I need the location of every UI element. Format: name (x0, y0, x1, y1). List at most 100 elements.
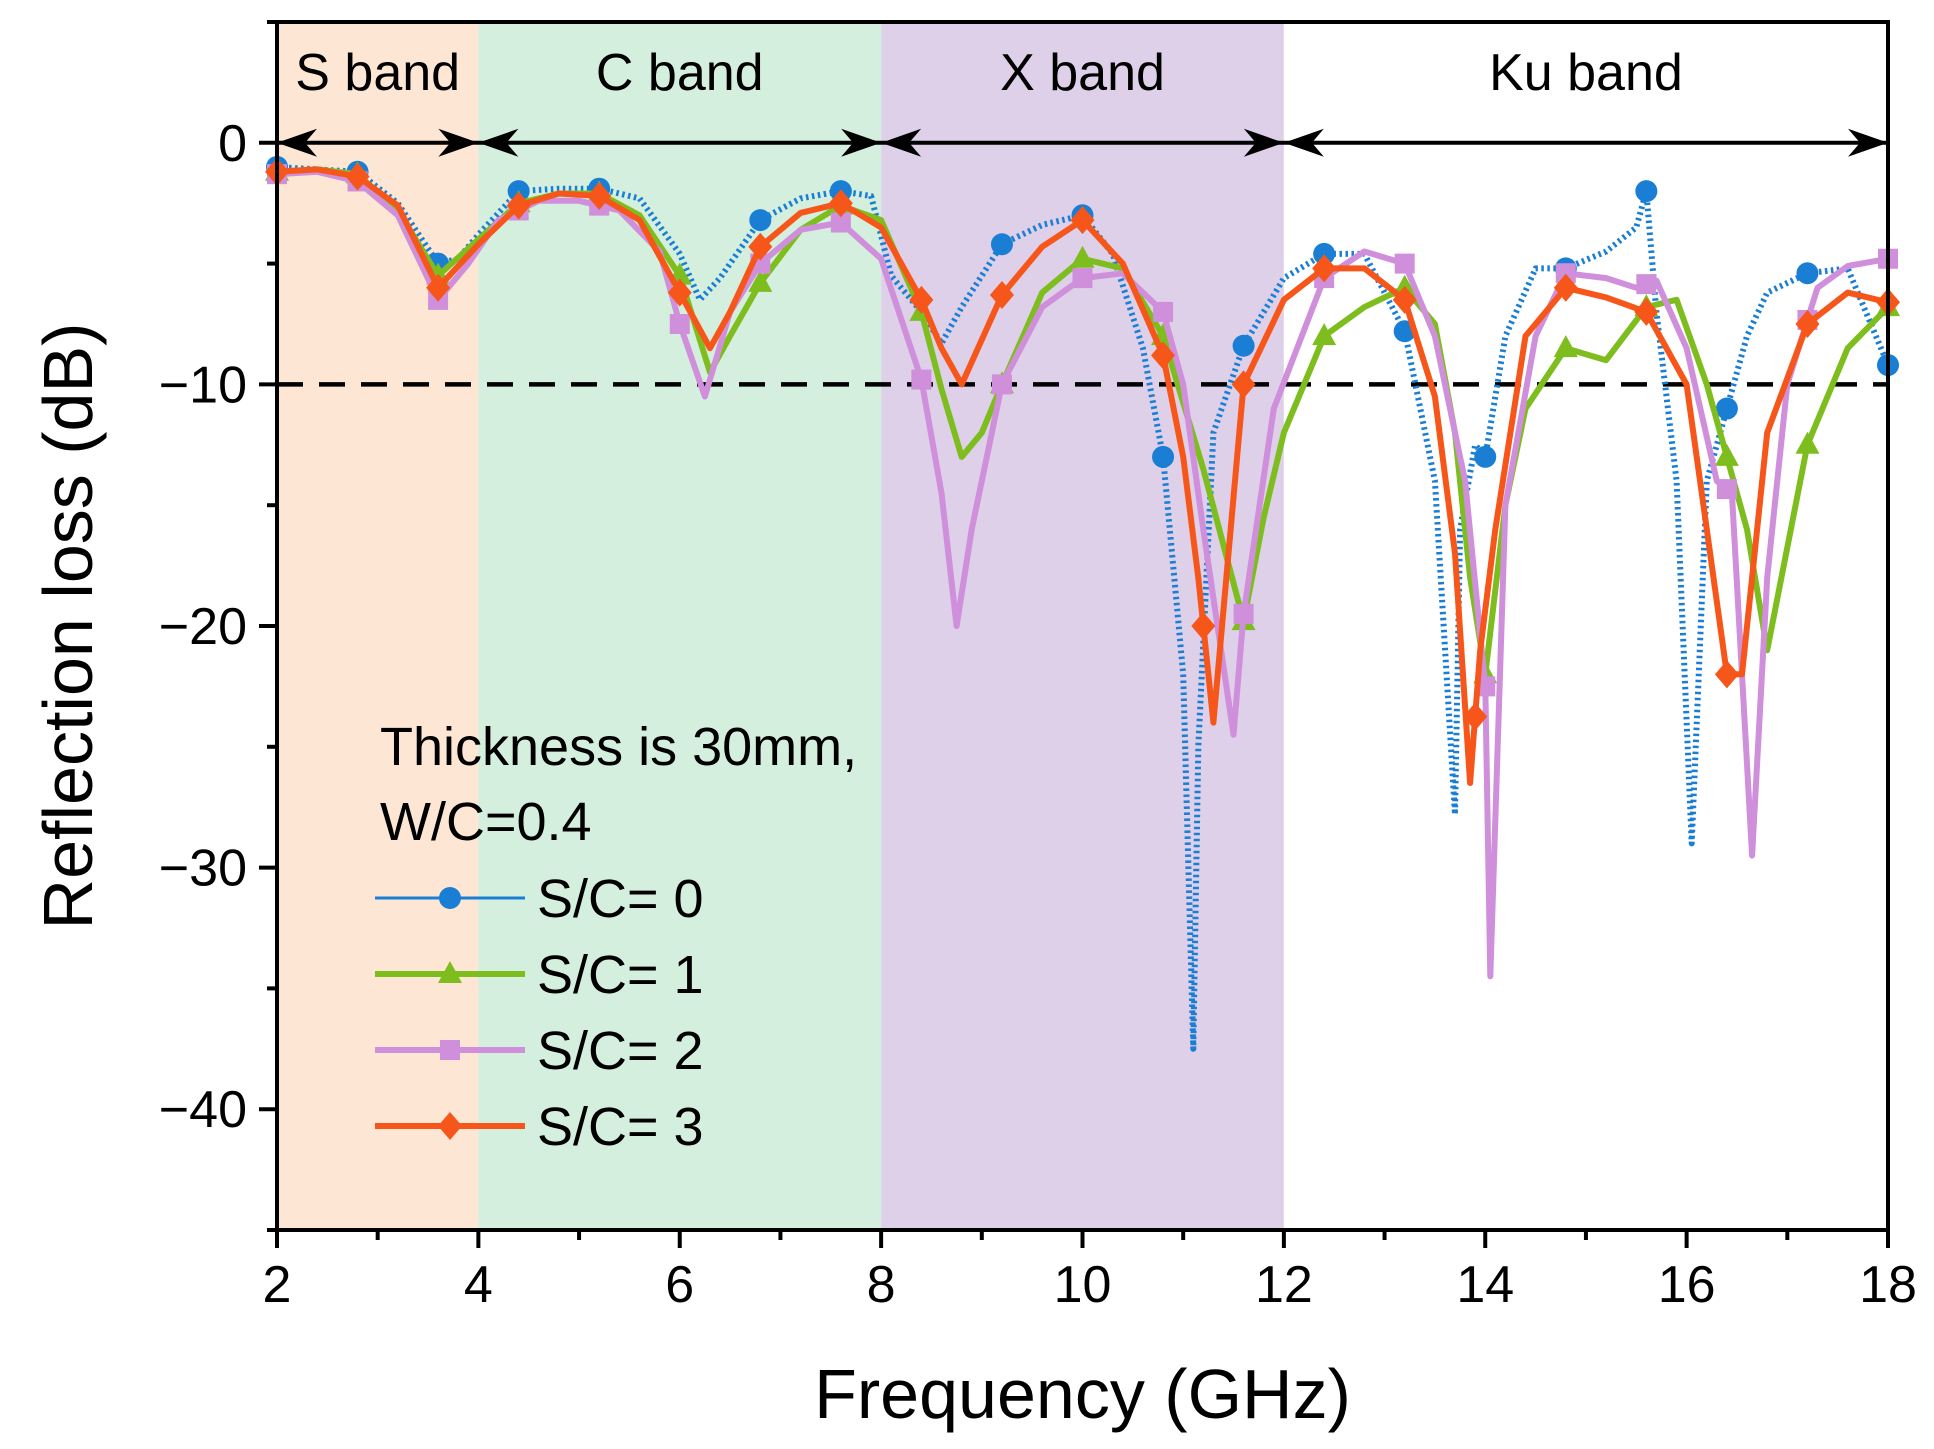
y-tick-label: −30 (159, 840, 247, 898)
data-point-s-c-0-7 (990, 233, 1013, 256)
data-point-s-c-3-2 (426, 273, 451, 302)
legend-swatch-marker (438, 961, 462, 983)
data-point-s-c-1-19 (1795, 431, 1820, 454)
band-arrowhead-left-c-band (478, 128, 519, 157)
data-point-s-c-3-10 (1070, 206, 1095, 235)
band-labels: S band C band X band Ku band (295, 44, 1683, 102)
data-point-s-c-3-6 (748, 232, 773, 261)
data-point-s-c-0-16 (1715, 397, 1738, 420)
data-point-s-c-3-15 (1392, 285, 1417, 314)
data-point-s-c-3-1 (345, 162, 370, 191)
y-tick-label: −40 (159, 1081, 247, 1139)
legend-entry-s-c-1: S/C= 1 (375, 945, 704, 1005)
annotation-line-1: Thickness is 30mm, (380, 717, 857, 777)
band-region-s-band (277, 22, 479, 1230)
data-point-s-c-2-17 (1636, 274, 1657, 295)
band-label-ku-band: Ku band (1489, 44, 1683, 102)
thickness-annotation: Thickness is 30mm, W/C=0.4 (380, 717, 857, 852)
band-arrowhead-right-s-band (438, 128, 479, 157)
band-arrowhead-left-s-band (277, 128, 317, 157)
band-arrowhead-right-x-band (1243, 128, 1284, 157)
legend: S/C= 0 S/C= 1 S/C= 2 S/C= 3 (375, 869, 704, 1157)
data-point-s-c-2-11 (1153, 301, 1174, 322)
y-tick-label: −10 (159, 356, 247, 414)
band-arrowhead-left-ku-band (1283, 128, 1324, 157)
data-point-s-c-3-16 (1463, 702, 1488, 731)
data-point-s-c-1-14 (1392, 274, 1417, 297)
data-point-s-c-2-14 (1394, 253, 1415, 274)
data-point-s-c-3-12 (1191, 612, 1216, 640)
legend-swatch-marker (439, 887, 461, 909)
x-tick-label: 14 (1456, 1256, 1514, 1314)
data-point-s-c-2-18 (1716, 479, 1737, 500)
data-point-s-c-1-10 (1070, 245, 1095, 268)
data-point-s-c-1-13 (1312, 323, 1337, 346)
legend-label: S/C= 3 (537, 1097, 704, 1157)
legend-entry-s-c-2: S/C= 2 (375, 1021, 704, 1081)
data-point-s-c-0-9 (1152, 445, 1175, 468)
data-point-s-c-3-19 (1714, 660, 1739, 689)
data-point-s-c-1-6 (748, 269, 773, 292)
legend-label: S/C= 2 (537, 1021, 704, 1081)
data-point-s-c-0-5 (749, 209, 772, 232)
band-label-s-band: S band (295, 44, 460, 102)
data-point-s-c-0-11 (1313, 242, 1336, 265)
data-point-s-c-3-13 (1231, 370, 1256, 399)
band-label-c-band: C band (596, 44, 764, 102)
x-tick-label: 8 (867, 1256, 896, 1314)
data-point-s-c-2-7 (830, 212, 851, 233)
band-arrowhead-right-c-band (841, 128, 882, 157)
data-point-s-c-2-9 (991, 374, 1012, 395)
data-point-s-c-3-4 (587, 181, 612, 210)
data-point-s-c-3-14 (1312, 254, 1337, 283)
legend-entry-s-c-0: S/C= 0 (375, 869, 704, 929)
data-point-s-c-1-18 (1714, 443, 1739, 466)
data-point-s-c-3-3 (506, 191, 531, 220)
series-line-s-c-0 (276, 164, 1891, 1052)
data-point-s-c-2-16 (1555, 263, 1576, 284)
legend-label: S/C= 1 (537, 945, 704, 1005)
y-tick-label: −20 (159, 598, 247, 656)
series-line-s-c-2 (276, 168, 1889, 980)
x-tick-label: 16 (1658, 1256, 1716, 1314)
data-point-s-c-3-9 (989, 281, 1014, 310)
data-point-s-c-2-12 (1233, 603, 1254, 624)
legend-swatch-marker (438, 1112, 462, 1140)
data-point-s-c-3-18 (1634, 297, 1659, 326)
x-axis-ticks: 2 4 6 8 10 12 14 16 18 (263, 1230, 1917, 1314)
legend-entry-s-c-3: S/C= 3 (375, 1097, 704, 1157)
data-point-s-c-3-8 (909, 285, 934, 314)
legend-swatch-marker (440, 1040, 460, 1060)
annotation-line-2: W/C=0.4 (380, 792, 592, 852)
x-tick-label: 6 (665, 1256, 694, 1314)
legend-label: S/C= 0 (537, 869, 704, 929)
x-tick-label: 2 (263, 1256, 292, 1314)
y-tick-label: 0 (218, 115, 247, 173)
band-arrows (277, 128, 1888, 157)
data-point-s-c-2-10 (1072, 268, 1093, 289)
data-point-s-c-2-8 (911, 369, 932, 390)
band-arrowhead-right-ku-band (1848, 128, 1888, 157)
data-point-s-c-3-17 (1553, 273, 1578, 302)
data-point-s-c-0-15 (1635, 180, 1658, 203)
data-point-s-c-1-16 (1553, 335, 1578, 358)
data-point-s-c-3-11 (1151, 341, 1176, 370)
x-tick-label: 10 (1054, 1256, 1112, 1314)
data-point-s-c-0-13 (1474, 445, 1497, 468)
series-s-c-3 (265, 157, 1900, 786)
data-point-s-c-0-10 (1232, 334, 1255, 357)
y-axis-title: Reflection loss (dB) (29, 323, 107, 930)
data-point-s-c-0-17 (1796, 262, 1819, 285)
x-tick-label: 4 (464, 1256, 493, 1314)
data-point-s-c-2-5 (669, 314, 690, 334)
band-arrowhead-left-x-band (881, 128, 922, 157)
data-point-s-c-3-5 (667, 278, 692, 307)
data-point-s-c-3-7 (828, 189, 853, 218)
band-label-x-band: X band (1000, 44, 1165, 102)
data-point-s-c-3-20 (1795, 310, 1820, 338)
y-axis-ticks: 0 −10 −20 −30 −40 (159, 20, 277, 1232)
x-tick-label: 18 (1859, 1256, 1917, 1314)
band-region-ku-band (1283, 22, 1888, 1230)
x-tick-label: 12 (1255, 1256, 1313, 1314)
